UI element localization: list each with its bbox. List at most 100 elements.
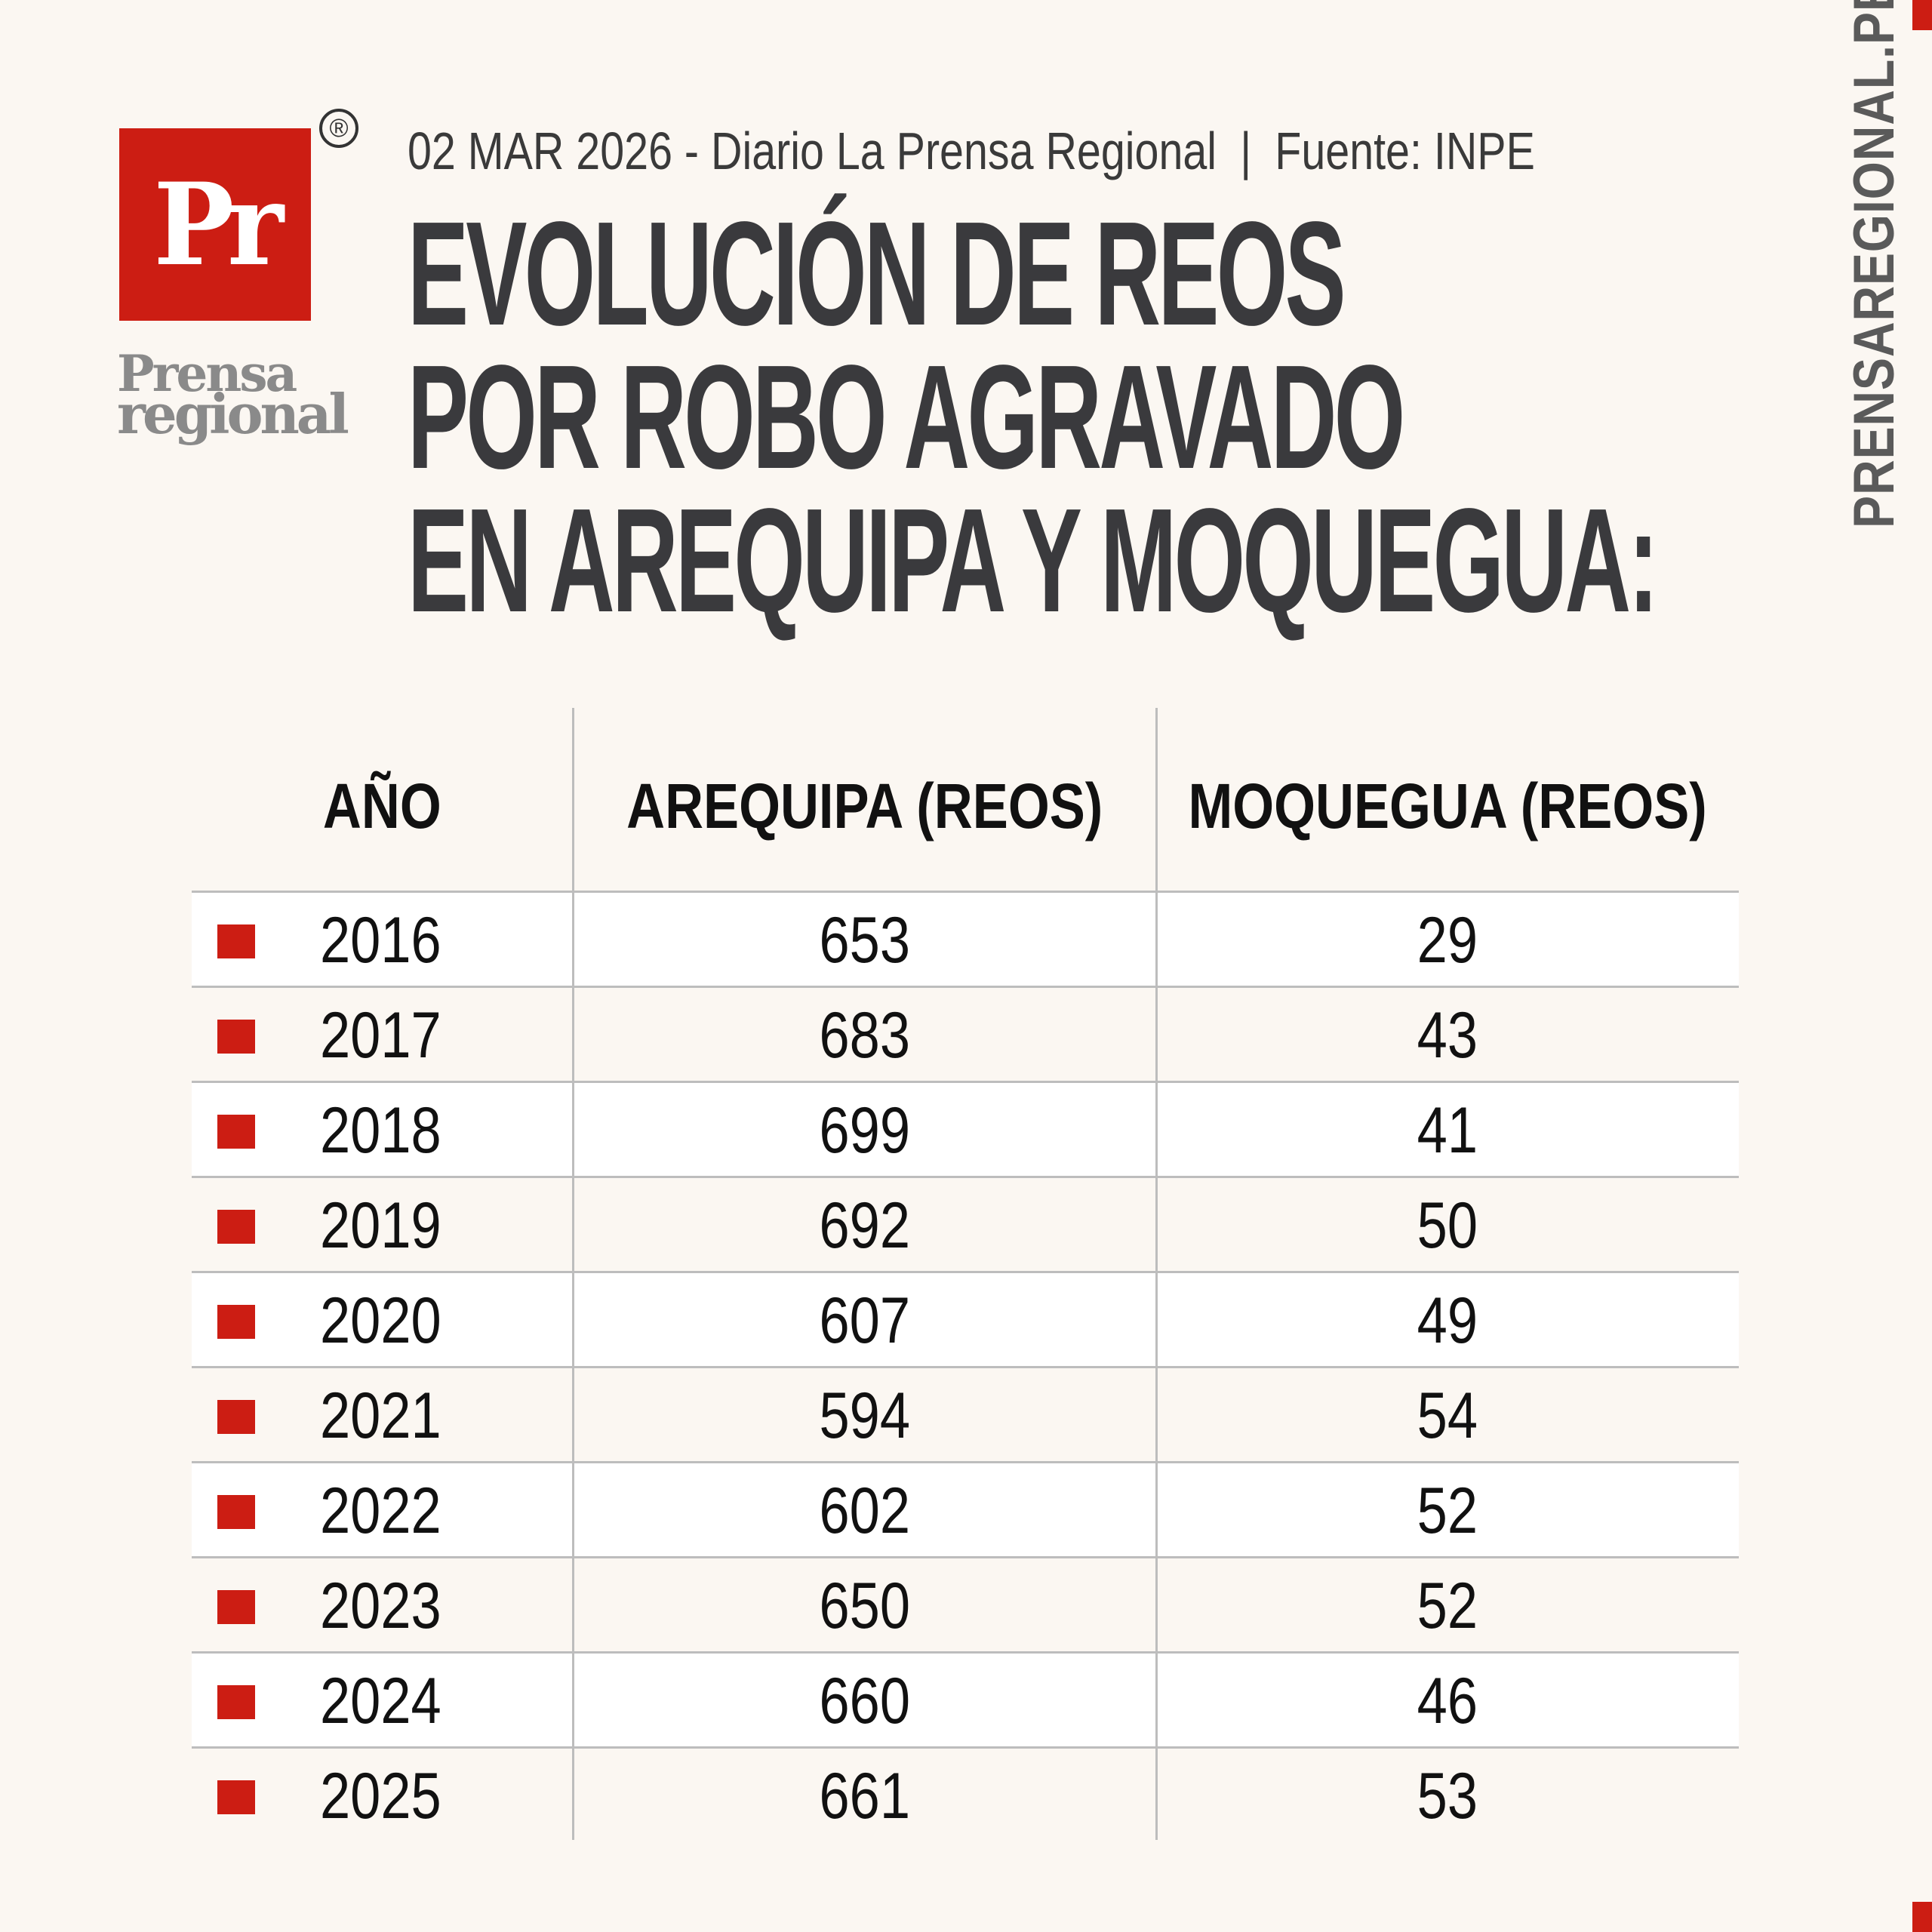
cell-moquegua-value: 53 (1417, 1759, 1478, 1832)
side-brand-url: PRENSAREGIONAL.PE (1841, 0, 1907, 528)
cell-moquegua-value: 49 (1417, 1284, 1478, 1357)
row-bullet-marker (217, 1495, 255, 1529)
table-row: 2019 692 50 (192, 1178, 1739, 1273)
title-line-2: POR ROBO AGRAVADO (408, 334, 1405, 500)
table-row: 2024 660 46 (192, 1654, 1739, 1749)
cell-year-value: 2019 (320, 1189, 441, 1262)
brand-wordmark-line1: Prensa (117, 344, 297, 403)
cell-arequipa-value: 607 (819, 1284, 910, 1357)
cell-moquegua-value: 52 (1417, 1474, 1478, 1547)
cell-year: 2022 (320, 1463, 573, 1558)
row-bullet-marker (217, 924, 255, 958)
cell-arequipa-value: 650 (819, 1569, 910, 1642)
column-header-year: AÑO (192, 770, 573, 841)
row-bullet-marker (217, 1400, 255, 1434)
cell-year: 2023 (320, 1558, 573, 1654)
cell-moquegua-value: 46 (1417, 1664, 1478, 1737)
corner-accent-bottom (1912, 1902, 1932, 1932)
meta-separator: | (1240, 122, 1252, 180)
corner-accent-top (1912, 0, 1932, 30)
data-table: AÑO AREQUIPA (REOS) MOQUEGUA (REOS) 2016… (192, 708, 1739, 1840)
cell-moquegua: 49 (1156, 1273, 1739, 1368)
cell-arequipa: 699 (573, 1083, 1156, 1178)
header-meta: 02 MAR 2026 - Diario La Prensa Regional |… (408, 121, 1535, 181)
cell-moquegua-value: 29 (1417, 903, 1478, 977)
cell-year: 2016 (320, 893, 573, 988)
cell-moquegua-value: 43 (1417, 998, 1478, 1072)
cell-arequipa: 661 (573, 1749, 1156, 1844)
cell-arequipa: 650 (573, 1558, 1156, 1654)
cell-arequipa: 602 (573, 1463, 1156, 1558)
cell-arequipa-value: 602 (819, 1474, 910, 1547)
cell-moquegua: 54 (1156, 1368, 1739, 1463)
brand-wordmark-line2: regional (117, 382, 349, 447)
cell-arequipa: 660 (573, 1654, 1156, 1749)
cell-year-value: 2023 (320, 1569, 441, 1642)
cell-moquegua: 41 (1156, 1083, 1739, 1178)
column-header-arequipa-label: AREQUIPA (REOS) (626, 770, 1103, 841)
brand-logo-text: Pr (153, 158, 284, 291)
cell-arequipa: 594 (573, 1368, 1156, 1463)
cell-arequipa: 607 (573, 1273, 1156, 1368)
cell-year-value: 2021 (320, 1379, 441, 1452)
table-row: 2023 650 52 (192, 1558, 1739, 1654)
side-brand-text: PRENSAREGIONAL.PE (1842, 0, 1906, 528)
cell-year-value: 2022 (320, 1474, 441, 1547)
row-bullet-marker (217, 1020, 255, 1054)
cell-year-value: 2016 (320, 903, 441, 977)
cell-arequipa: 653 (573, 893, 1156, 988)
cell-arequipa: 683 (573, 988, 1156, 1083)
cell-moquegua: 43 (1156, 988, 1739, 1083)
page-title: EVOLUCIÓN DE REOS POR ROBO AGRAVADO EN A… (408, 191, 1659, 643)
row-bullet-marker (217, 1780, 255, 1814)
table-row: 2016 653 29 (192, 893, 1739, 988)
cell-moquegua-value: 41 (1417, 1094, 1478, 1167)
cell-year-value: 2018 (320, 1094, 441, 1167)
table-header-row: AÑO AREQUIPA (REOS) MOQUEGUA (REOS) (192, 708, 1739, 893)
cell-year: 2024 (320, 1654, 573, 1749)
table-body: 2016 653 29 2017 683 43 2018 699 41 2019 692 50 2020… (192, 893, 1739, 1844)
cell-arequipa: 692 (573, 1178, 1156, 1273)
cell-moquegua: 53 (1156, 1749, 1739, 1844)
table-row: 2020 607 49 (192, 1273, 1739, 1368)
cell-year: 2017 (320, 988, 573, 1083)
cell-arequipa-value: 661 (819, 1759, 910, 1832)
cell-moquegua: 52 (1156, 1558, 1739, 1654)
row-bullet-marker (217, 1590, 255, 1624)
cell-year-value: 2020 (320, 1284, 441, 1357)
column-header-year-label: AÑO (323, 770, 441, 841)
row-bullet-marker (217, 1305, 255, 1339)
cell-moquegua: 52 (1156, 1463, 1739, 1558)
table-row: 2025 661 53 (192, 1749, 1739, 1844)
column-divider-2 (1155, 708, 1158, 1840)
title-line-1: EVOLUCIÓN DE REOS (408, 191, 1346, 356)
source-text: Fuente: INPE (1275, 122, 1535, 180)
cell-year-value: 2025 (320, 1759, 441, 1832)
cell-year: 2021 (320, 1368, 573, 1463)
cell-moquegua: 29 (1156, 893, 1739, 988)
cell-arequipa-value: 660 (819, 1664, 910, 1737)
cell-moquegua-value: 50 (1417, 1189, 1478, 1262)
title-line-3: EN AREQUIPA Y MOQUEGUA: (408, 478, 1659, 643)
table-row: 2017 683 43 (192, 988, 1739, 1083)
cell-arequipa-value: 699 (819, 1094, 910, 1167)
brand-logo: Pr (119, 128, 311, 321)
brand-wordmark: Prensa regional (117, 344, 349, 447)
table-row: 2021 594 54 (192, 1368, 1739, 1463)
cell-arequipa-value: 653 (819, 903, 910, 977)
cell-year: 2020 (320, 1273, 573, 1368)
column-header-moquegua-label: MOQUEGUA (REOS) (1188, 770, 1707, 841)
cell-arequipa-value: 692 (819, 1189, 910, 1262)
cell-moquegua: 50 (1156, 1178, 1739, 1273)
table-row: 2022 602 52 (192, 1463, 1739, 1558)
date-source-text: 02 MAR 2026 - Diario La Prensa Regional (408, 122, 1217, 180)
cell-year: 2025 (320, 1749, 573, 1844)
column-divider-1 (572, 708, 574, 1840)
row-bullet-marker (217, 1115, 255, 1149)
cell-year-value: 2017 (320, 998, 441, 1072)
cell-moquegua: 46 (1156, 1654, 1739, 1749)
column-header-arequipa: AREQUIPA (REOS) (573, 770, 1156, 841)
column-header-moquegua: MOQUEGUA (REOS) (1156, 770, 1739, 841)
cell-moquegua-value: 54 (1417, 1379, 1478, 1452)
cell-arequipa-value: 594 (819, 1379, 910, 1452)
